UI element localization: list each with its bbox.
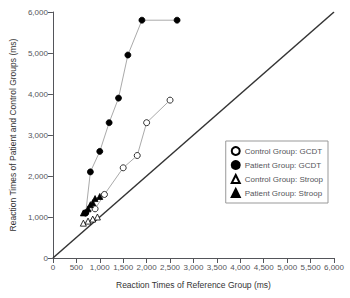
svg-text:Control Group: Stroop: Control Group: Stroop — [245, 175, 324, 184]
svg-text:Control Group: GCDT: Control Group: GCDT — [245, 147, 322, 156]
svg-text:4,000: 4,000 — [28, 90, 49, 99]
svg-text:6,000: 6,000 — [28, 8, 49, 17]
svg-text:3,000: 3,000 — [183, 263, 204, 272]
svg-text:500: 500 — [70, 263, 84, 272]
svg-text:3,500: 3,500 — [207, 263, 228, 272]
svg-text:1,000: 1,000 — [90, 263, 111, 272]
svg-text:5,000: 5,000 — [28, 49, 49, 58]
svg-text:4,000: 4,000 — [230, 263, 251, 272]
svg-text:Patient Group: GCDT: Patient Group: GCDT — [245, 161, 322, 170]
svg-text:5,500: 5,500 — [301, 263, 322, 272]
svg-text:3,000: 3,000 — [28, 131, 49, 140]
svg-text:5,000: 5,000 — [277, 263, 298, 272]
svg-text:2,500: 2,500 — [160, 263, 181, 272]
svg-text:0: 0 — [51, 263, 56, 272]
svg-text:Patient Group: Stroop: Patient Group: Stroop — [245, 189, 323, 198]
svg-text:2,000: 2,000 — [137, 263, 158, 272]
svg-text:1,500: 1,500 — [113, 263, 134, 272]
svg-text:0: 0 — [43, 254, 48, 263]
svg-text:4,500: 4,500 — [254, 263, 275, 272]
svg-text:Reaction Times of Patient and: Reaction Times of Patient and Control Gr… — [8, 38, 18, 231]
svg-text:1,000: 1,000 — [28, 213, 49, 222]
svg-text:6,000: 6,000 — [324, 263, 345, 272]
svg-text:2,000: 2,000 — [28, 172, 49, 181]
svg-text:Reaction Times of Reference Gr: Reaction Times of Reference Group (ms) — [116, 280, 271, 290]
